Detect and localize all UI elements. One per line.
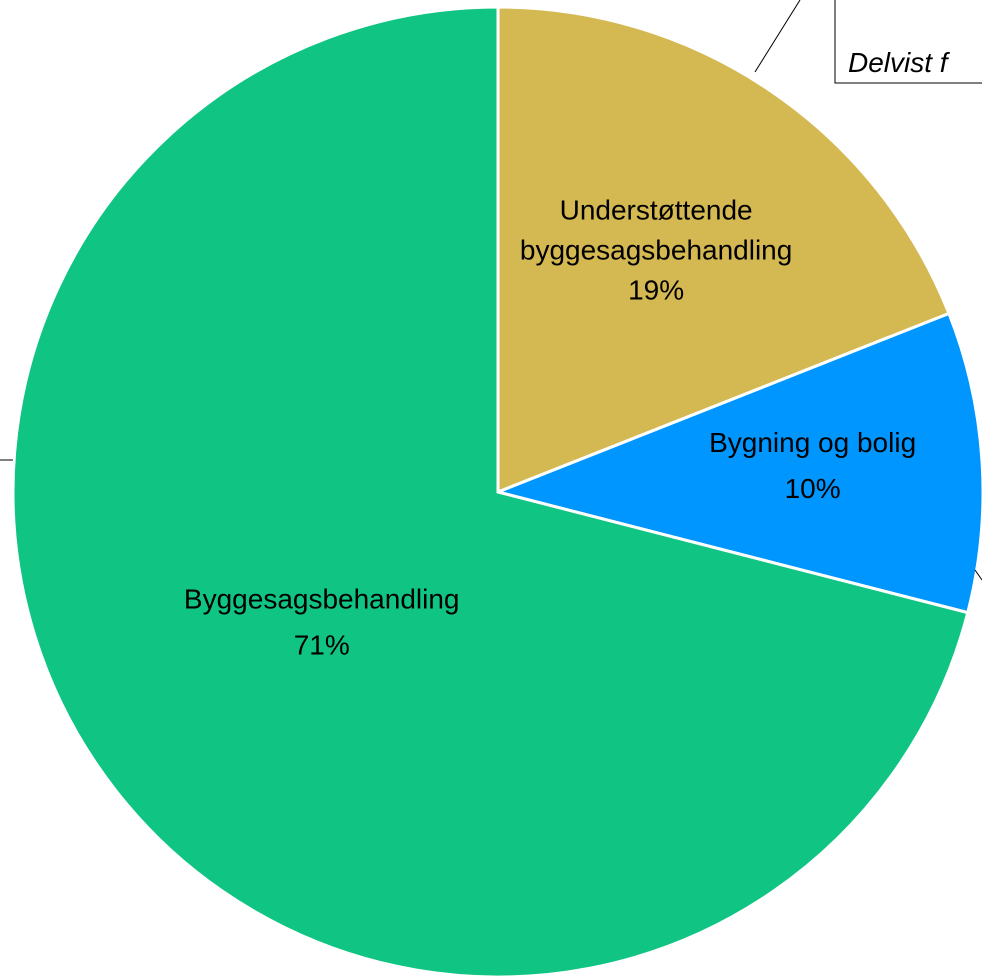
- value-label: 71%: [294, 630, 350, 661]
- slice-label: Bygning og bolig: [709, 427, 916, 458]
- value-label: 19%: [628, 274, 684, 305]
- pie-slice: [496, 5, 951, 495]
- leader-line: [754, 0, 801, 73]
- slice-label: Byggesagsbehandling: [184, 584, 460, 615]
- value-label: 10%: [785, 473, 841, 504]
- slice-label: Understøttende byggesagsbehandling: [520, 194, 792, 265]
- slices: [11, 5, 982, 976]
- annotation: Delvist f: [848, 47, 951, 78]
- pie-slice: [11, 5, 970, 976]
- leader-line: [974, 569, 982, 581]
- annotation-box: [834, 0, 982, 84]
